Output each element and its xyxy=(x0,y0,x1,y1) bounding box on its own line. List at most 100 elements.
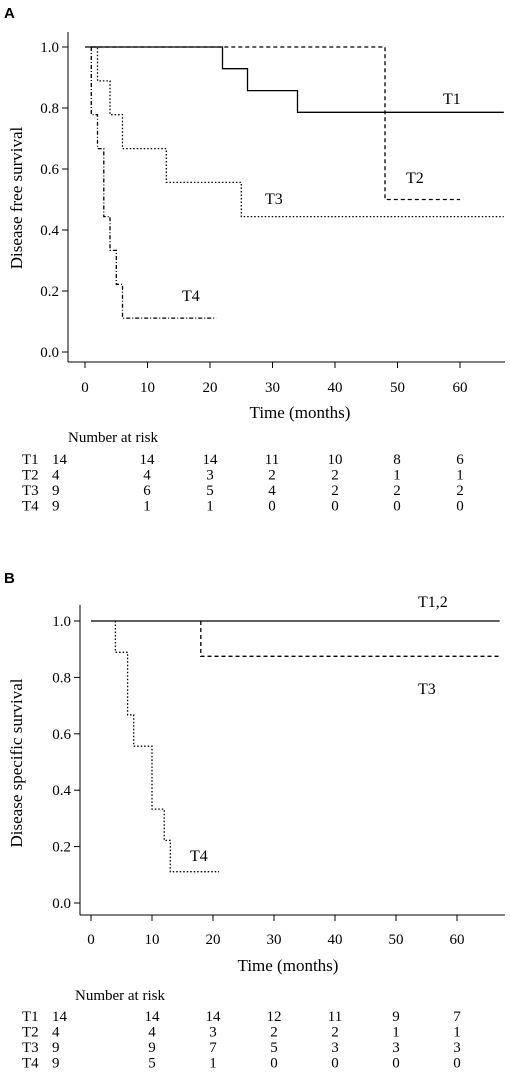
risk-value: 4 xyxy=(148,1025,156,1041)
risk-value: 3 xyxy=(209,1025,217,1041)
panel-label: B xyxy=(4,570,15,587)
risk-value: 5 xyxy=(148,1056,156,1072)
risk-table-title: Number at risk xyxy=(75,988,165,1004)
series-line-t2 xyxy=(91,46,460,201)
x-tick-label: 0 xyxy=(81,380,89,396)
risk-value: 3 xyxy=(206,468,214,484)
risk-value: 3 xyxy=(331,1040,339,1056)
risk-value: 0 xyxy=(270,1056,278,1072)
x-tick-label: 30 xyxy=(267,932,282,948)
y-tick-label: 0.8 xyxy=(40,101,59,117)
y-tick-label: 0.8 xyxy=(52,670,71,686)
x-tick-label: 10 xyxy=(145,932,160,948)
risk-value: 2 xyxy=(331,483,339,499)
risk-value: 4 xyxy=(52,468,60,484)
risk-value: 4 xyxy=(143,468,151,484)
risk-value: 14 xyxy=(140,452,156,468)
x-tick-label: 20 xyxy=(206,932,221,948)
series-line-t1 xyxy=(85,46,504,113)
risk-value: 2 xyxy=(268,468,276,484)
risk-row-group: T4 xyxy=(22,499,39,515)
x-tick-label: 60 xyxy=(450,932,465,948)
risk-value: 14 xyxy=(145,1009,161,1025)
risk-value: 4 xyxy=(52,1025,60,1041)
risk-value: 7 xyxy=(209,1040,217,1056)
risk-value: 3 xyxy=(392,1040,400,1056)
series-line-t3 xyxy=(91,46,504,218)
risk-value: 7 xyxy=(453,1009,461,1025)
risk-row-group: T2 xyxy=(22,468,39,484)
risk-value: 2 xyxy=(331,1025,339,1041)
risk-value: 9 xyxy=(52,483,60,499)
series-label: T3 xyxy=(265,191,283,208)
risk-value: 14 xyxy=(52,452,68,468)
risk-value: 8 xyxy=(393,452,401,468)
risk-value: 1 xyxy=(392,1025,400,1041)
risk-value: 1 xyxy=(206,499,214,515)
risk-row-group: T1 xyxy=(22,452,39,468)
risk-value: 2 xyxy=(456,483,464,499)
y-axis-title: Disease free survival xyxy=(7,126,26,269)
risk-value: 14 xyxy=(52,1009,68,1025)
risk-value: 5 xyxy=(206,483,214,499)
risk-row-group: T3 xyxy=(22,483,39,499)
y-tick-label: 0.0 xyxy=(40,345,59,361)
risk-value: 2 xyxy=(393,483,401,499)
risk-value: 0 xyxy=(268,499,276,515)
risk-value: 9 xyxy=(52,1040,60,1056)
x-tick-label: 50 xyxy=(390,380,405,396)
y-tick-label: 1.0 xyxy=(40,40,59,56)
risk-value: 14 xyxy=(203,452,219,468)
series-line-t4 xyxy=(90,47,217,319)
y-tick-label: 0.2 xyxy=(52,840,71,856)
x-tick-label: 50 xyxy=(389,932,404,948)
y-tick-label: 0.4 xyxy=(52,783,71,799)
x-tick-label: 30 xyxy=(265,380,280,396)
risk-value: 6 xyxy=(456,452,464,468)
risk-row-group: T1 xyxy=(22,1009,39,1025)
x-tick-label: 0 xyxy=(87,932,95,948)
risk-value: 6 xyxy=(143,483,151,499)
series-label: T2 xyxy=(406,170,424,187)
risk-value: 1 xyxy=(393,468,401,484)
y-tick-label: 0.4 xyxy=(40,223,59,239)
risk-value: 9 xyxy=(52,499,60,515)
y-tick-label: 0.0 xyxy=(52,896,71,912)
y-tick-label: 1.0 xyxy=(52,614,71,630)
risk-row-group: T4 xyxy=(22,1056,39,1072)
x-axis-title: Time (months) xyxy=(238,956,339,975)
risk-value: 9 xyxy=(148,1040,156,1056)
risk-value: 9 xyxy=(392,1009,400,1025)
risk-value: 3 xyxy=(453,1040,461,1056)
risk-value: 0 xyxy=(331,1056,339,1072)
panel-label: A xyxy=(4,5,15,22)
risk-value: 0 xyxy=(331,499,339,515)
y-tick-label: 0.6 xyxy=(52,727,71,743)
risk-table-title: Number at risk xyxy=(68,430,158,446)
risk-value: 2 xyxy=(331,468,339,484)
risk-value: 1 xyxy=(453,1025,461,1041)
risk-row-group: T2 xyxy=(22,1025,39,1041)
x-tick-label: 60 xyxy=(453,380,468,396)
series-line-t3 xyxy=(200,621,500,657)
risk-value: 14 xyxy=(206,1009,222,1025)
x-axis-title: Time (months) xyxy=(250,403,351,422)
risk-value: 1 xyxy=(209,1056,217,1072)
y-axis-title: Disease specific survival xyxy=(7,678,26,847)
risk-row-group: T3 xyxy=(22,1040,39,1056)
risk-value: 11 xyxy=(328,1009,342,1025)
risk-value: 1 xyxy=(143,499,151,515)
y-tick-label: 0.2 xyxy=(40,284,59,300)
risk-value: 0 xyxy=(453,1056,461,1072)
risk-value: 11 xyxy=(265,452,279,468)
x-tick-label: 10 xyxy=(140,380,155,396)
risk-value: 9 xyxy=(52,1056,60,1072)
risk-value: 0 xyxy=(393,499,401,515)
risk-value: 1 xyxy=(456,468,464,484)
risk-value: 5 xyxy=(270,1040,278,1056)
x-tick-label: 20 xyxy=(203,380,218,396)
series-label: T4 xyxy=(182,288,200,305)
series-label: T3 xyxy=(418,681,436,698)
